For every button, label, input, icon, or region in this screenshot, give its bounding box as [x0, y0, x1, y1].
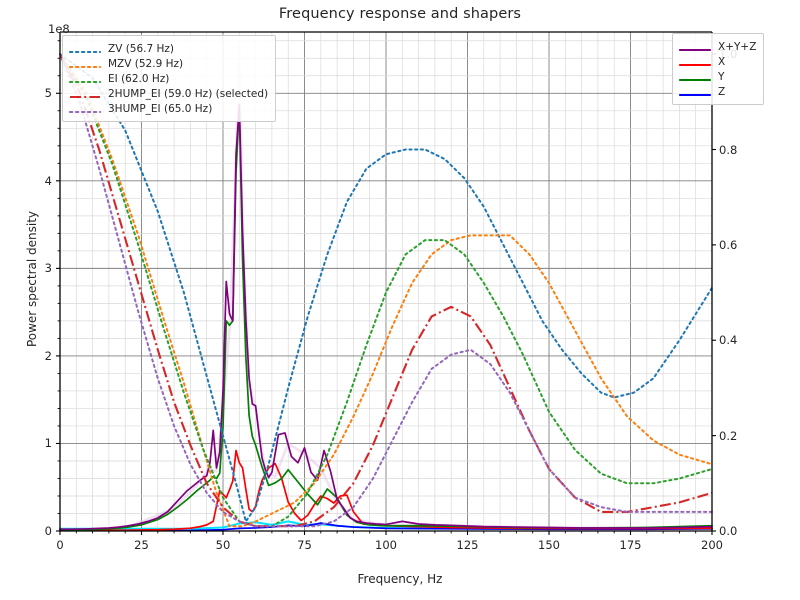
shaper-legend-item[interactable]: MZV (52.9 Hz) — [68, 56, 268, 71]
legend-swatch-icon — [678, 71, 712, 83]
psd-line-x-y-z — [59, 103, 713, 531]
y-tick-label-left: 3 — [44, 261, 52, 276]
legend-swatch-icon — [678, 86, 712, 98]
axis-legend-item[interactable]: Z — [678, 84, 756, 99]
y-tick-label-right: 0.2 — [719, 428, 738, 443]
legend-swatch-icon — [68, 73, 102, 85]
shaper-legend-item[interactable]: EI (62.0 Hz) — [68, 71, 268, 86]
y-tick-label-left: 2 — [44, 348, 52, 363]
axis-legend-item[interactable]: Y — [678, 69, 756, 84]
y-tick-label-left: 5 — [44, 86, 52, 101]
legend-line-sample — [68, 50, 102, 53]
y-tick-label-right: 0.8 — [719, 142, 738, 157]
x-tick-label: 150 — [538, 538, 560, 552]
legend-item-label: EI (62.0 Hz) — [108, 72, 170, 85]
legend-item-label: 3HUMP_EI (65.0 Hz) — [108, 102, 213, 115]
shaper-legend-item[interactable]: ZV (56.7 Hz) — [68, 41, 268, 56]
y-tick-label-left: 1 — [44, 436, 52, 451]
y-tick-label-right: 0.4 — [719, 333, 738, 348]
x-tick-label: 175 — [619, 538, 642, 552]
axis-legend: X+Y+Z X Y Z — [672, 33, 765, 105]
x-axis-label: Frequency, Hz — [357, 572, 443, 586]
x-tick-label: 125 — [456, 538, 479, 552]
x-tick-label: 75 — [297, 538, 312, 552]
page-title: Frequency response and shapers — [278, 6, 522, 22]
y-tick-label-right: 0.0 — [719, 524, 738, 538]
shaper-legend-item[interactable]: 3HUMP_EI (65.0 Hz) — [68, 101, 268, 116]
legend-item-label: ZV (56.7 Hz) — [108, 42, 175, 55]
y-tick-label-left: 4 — [44, 173, 52, 188]
shaper-line-mzv — [59, 53, 713, 528]
legend-line-sample — [678, 63, 712, 66]
legend-line-sample — [678, 93, 712, 96]
shaper-line-ei — [59, 53, 713, 528]
axis-legend-item[interactable]: X+Y+Z — [678, 39, 757, 54]
legend-swatch-icon — [678, 56, 712, 68]
x-tick-label: 100 — [375, 538, 397, 552]
y-tick-label-left: 0 — [44, 524, 52, 538]
shaper-legend-item[interactable]: 2HUMP_EI (59.0 Hz) (selected) — [69, 86, 268, 101]
shaper-line-zv — [59, 53, 713, 523]
legend-line-sample — [68, 110, 102, 113]
x-tick-label: 200 — [701, 538, 723, 552]
y-axis-offset-label: 1e8 — [48, 22, 70, 36]
legend-item-label: MZV (52.9 Hz) — [108, 57, 184, 70]
legend-swatch-icon — [68, 103, 102, 115]
legend-line-sample — [70, 95, 100, 98]
x-tick-label: 50 — [215, 538, 231, 552]
legend-swatch-icon — [69, 88, 101, 100]
shaper-legend: ZV (56.7 Hz) MZV (52.9 Hz) EI (62.0 Hz) 2HU… — [62, 35, 277, 122]
legend-swatch-icon — [678, 41, 712, 53]
psd-line-z — [59, 522, 713, 532]
legend-item-label: Z — [718, 85, 726, 98]
y-axis-label-left: Power spectral density — [25, 210, 39, 348]
x-tick-label: 25 — [134, 538, 149, 552]
legend-line-sample — [68, 80, 102, 83]
legend-line-sample — [678, 48, 712, 51]
legend-item-label: 2HUMP_EI (59.0 Hz) (selected) — [108, 87, 269, 100]
axis-legend-item[interactable]: X — [678, 54, 756, 69]
legend-item-label: X — [718, 55, 726, 68]
legend-item-label: Y — [718, 70, 725, 83]
legend-swatch-icon — [68, 58, 102, 70]
legend-line-sample — [68, 65, 102, 68]
legend-line-sample — [678, 78, 712, 81]
x-tick-label: 0 — [56, 538, 64, 552]
psd-line-y — [59, 105, 713, 531]
y-tick-label-right: 0.6 — [719, 237, 738, 252]
shaper-line-2hump-ei — [59, 53, 713, 528]
legend-item-label: X+Y+Z — [718, 40, 757, 53]
shaper-line-3hump-ei — [59, 53, 713, 528]
legend-swatch-icon — [68, 43, 102, 55]
